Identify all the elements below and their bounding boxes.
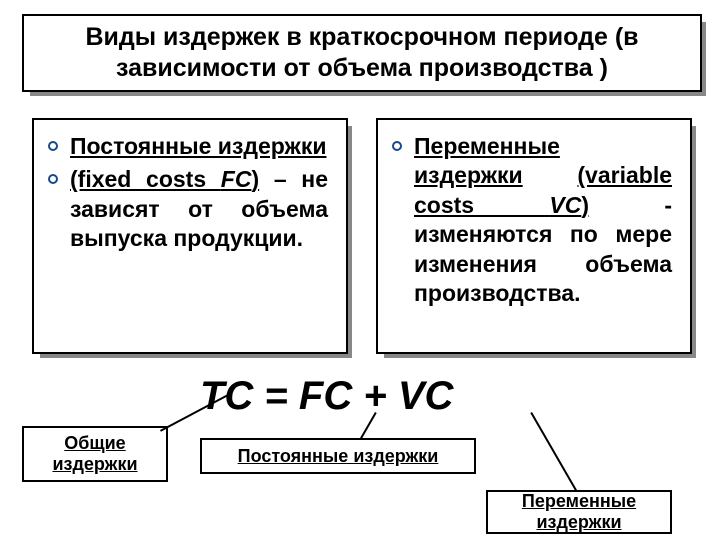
callout-label: Переменные издержки — [502, 491, 656, 533]
list-item: (fixed costs FC) – не зависят от объема … — [48, 165, 328, 253]
title-box: Виды издержек в краткосрочном периоде (в… — [22, 14, 702, 92]
text: (fixed costs — [70, 166, 221, 192]
formula-tc: TC = FC + VC — [200, 374, 453, 419]
fixed-costs-body: (fixed costs FC) – не зависят от объема … — [70, 165, 328, 253]
list-item: Постоянные издержки — [48, 132, 328, 161]
callout-label: Общие издержки — [38, 433, 152, 475]
callout-label: Постоянные издержки — [238, 446, 439, 467]
fixed-costs-heading: Постоянные издержки — [70, 132, 328, 161]
callout-variable-costs: Переменные издержки — [486, 490, 672, 534]
text: Постоянные издержки — [70, 133, 326, 159]
fixed-costs-box: Постоянные издержки (fixed costs FC) – н… — [32, 118, 348, 354]
slide-title: Виды издержек в краткосрочном периоде (в… — [34, 22, 690, 85]
bullet-icon — [48, 141, 58, 151]
callout-total-costs: Общие издержки — [22, 426, 168, 482]
bullet-icon — [392, 141, 402, 151]
text: FC — [221, 166, 252, 192]
list-item: Переменные издержки (variable costs VC) … — [392, 132, 672, 309]
text: (fixed costs FC) — [70, 166, 259, 192]
callout-fixed-costs: Постоянные издержки — [200, 438, 476, 474]
variable-costs-box: Переменные издержки (variable costs VC) … — [376, 118, 692, 354]
bullet-icon — [48, 174, 58, 184]
text: VC — [549, 192, 581, 218]
pointer-line — [530, 412, 577, 491]
variable-costs-body: Переменные издержки (variable costs VC) … — [414, 132, 672, 309]
text: ) — [581, 192, 589, 218]
text: ) — [251, 166, 259, 192]
text: Переменные издержки — [414, 133, 560, 188]
